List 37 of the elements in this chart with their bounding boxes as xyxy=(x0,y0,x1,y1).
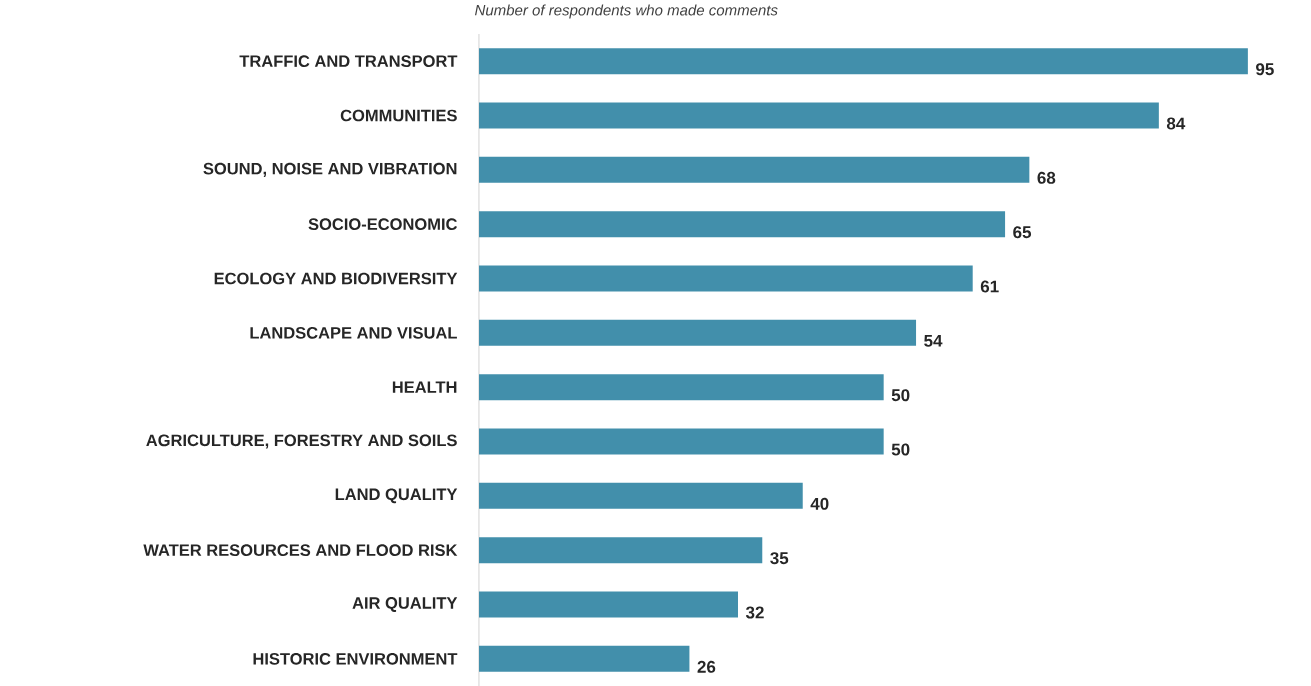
data-label: 40 xyxy=(810,497,829,510)
y-tick-label: SOUND, NOISE AND VIBRATION xyxy=(203,162,457,177)
data-label: 84 xyxy=(1166,117,1186,130)
chart-title: Number of respondents who made comments xyxy=(474,4,778,19)
data-label: 54 xyxy=(924,334,943,347)
y-tick-label: SOCIO-ECONOMIC xyxy=(308,218,458,231)
bar xyxy=(479,156,1030,183)
bar xyxy=(479,645,690,672)
bar xyxy=(479,591,738,618)
y-tick-label: HISTORIC ENVIRONMENT xyxy=(253,652,458,665)
bar xyxy=(479,319,917,346)
data-label: 32 xyxy=(745,606,764,619)
y-tick-label: TRAFFIC AND TRANSPORT xyxy=(239,55,458,68)
bar xyxy=(479,537,763,564)
data-label: 95 xyxy=(1256,63,1274,76)
data-label: 50 xyxy=(891,389,910,402)
data-label: 61 xyxy=(980,280,999,293)
bar xyxy=(479,211,1006,238)
data-label: 26 xyxy=(697,660,716,673)
bar xyxy=(479,102,1159,129)
y-tick-label: AIR QUALITY xyxy=(352,597,458,612)
bar xyxy=(479,482,803,509)
bar xyxy=(479,374,884,401)
bar xyxy=(479,428,884,455)
y-tick-label: AGRICULTURE, FORESTRY AND SOILS xyxy=(146,434,457,449)
bar xyxy=(479,48,1248,75)
data-label: 68 xyxy=(1037,171,1056,184)
y-tick-label: HEALTH xyxy=(392,381,457,393)
data-label: 50 xyxy=(891,443,910,456)
y-tick-label: LANDSCAPE AND VISUAL xyxy=(250,326,457,339)
data-label: 35 xyxy=(770,552,789,565)
y-tick-label: ECOLOGY AND BIODIVERSITY xyxy=(214,272,458,285)
bar xyxy=(479,265,973,292)
y-tick-label: WATER RESOURCES AND FLOOD RISK xyxy=(143,544,458,557)
y-tick-label: LAND QUALITY xyxy=(335,488,458,504)
y-tick-label: COMMUNITIES xyxy=(340,109,457,122)
data-label: 65 xyxy=(1013,226,1032,239)
